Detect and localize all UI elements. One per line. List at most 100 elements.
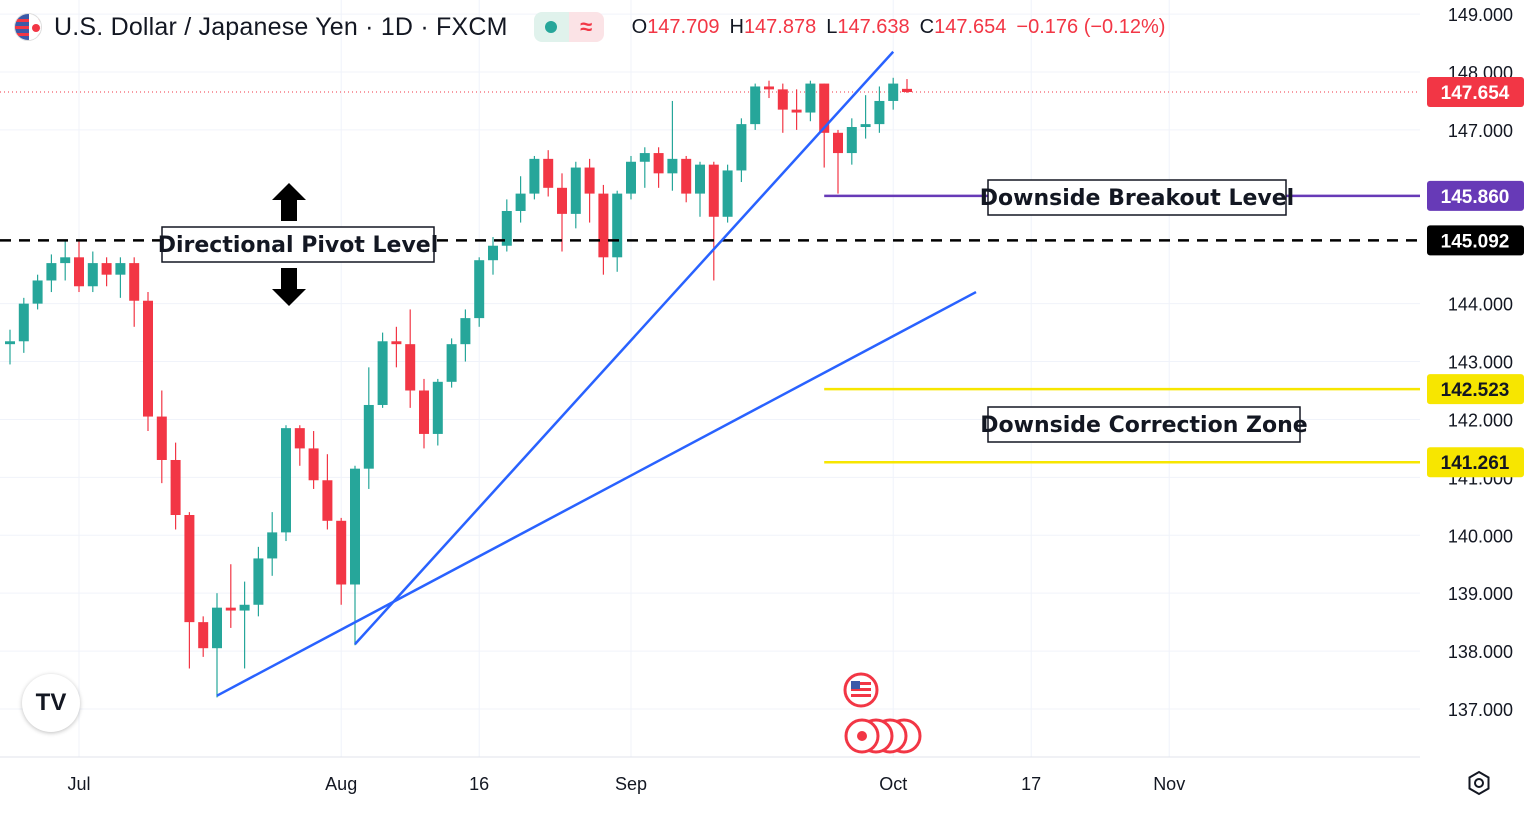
candlestick-series [5,77,912,698]
zone-top-price-label-text: 142.523 [1441,380,1510,401]
candle [460,309,471,362]
time-tick-label: 17 [1021,774,1041,794]
pivot-price-label-bg [1427,225,1524,256]
candle-body [846,127,857,154]
candle-body [253,558,264,605]
candle [501,199,512,252]
candle [239,581,250,669]
candle-body [336,520,347,585]
candle-body [515,193,526,211]
candle [598,184,609,275]
candle-body [5,341,15,345]
candle [391,326,402,368]
time-tick-label: Jul [67,774,90,794]
candle [764,80,774,99]
candle-body [212,607,222,649]
us-flag-event-icon[interactable] [843,672,879,708]
market-open-icon [533,12,569,42]
candle-body [184,515,195,623]
last-price-label: 147.654 [1427,77,1524,108]
candle [322,454,333,530]
candle [570,161,581,229]
candle-body [543,158,554,188]
candle [32,274,43,310]
candle-body [501,210,512,246]
candle-body [570,167,581,214]
candle [750,83,761,130]
high-label: H [729,15,744,38]
candle [515,176,526,223]
candle [819,83,830,168]
candle-body [101,263,112,275]
candle [584,158,595,223]
price-tick-label: 143.000 [1448,353,1513,373]
candle [156,390,167,484]
time-tick-label: Oct [879,774,907,794]
ohlc-readout: O147.709 H147.878 L147.638 C147.654 −0.1… [632,16,1166,39]
candle [612,190,623,272]
candle [5,329,15,365]
candle [143,292,153,432]
settings-icon[interactable] [1466,770,1492,796]
candle-body [225,607,236,611]
up-arrow-icon [272,183,306,221]
chart-grid [0,0,1420,757]
candle [791,89,802,130]
economic-events[interactable] [843,672,922,754]
candle-body [405,344,416,391]
price-axis[interactable]: 137.000138.000139.000140.000141.000142.0… [1448,5,1513,720]
candle [695,161,705,217]
candle [350,465,360,646]
candle-body [46,263,57,281]
time-axis: Jul Aug 16 Sep Oct 17 Nov [67,774,1185,794]
price-tick-label: 149.000 [1448,5,1513,25]
candle-body [460,318,471,345]
tradingview-logo-text: TV [35,689,67,716]
candle-body [363,404,374,469]
events-stack-icon[interactable] [844,718,922,754]
candle-body [791,109,802,113]
trendlines [216,50,977,697]
candle-body [32,280,43,304]
data-wave-icon: ≈ [568,12,604,42]
downside-breakout-annotation: Downside Breakout Level [980,179,1294,216]
candle-body [350,468,360,585]
candle [281,425,291,542]
candle [557,173,567,252]
close-label: C [919,15,935,38]
breakout-price-label: 145.860 [1427,180,1524,211]
candle [543,150,554,197]
candle-body [708,164,719,217]
candle [184,512,195,669]
price-tick-label: 147.000 [1448,121,1513,141]
candle-body [432,381,443,434]
candle-body [87,263,98,287]
candle-body [308,448,319,481]
market-status-pill[interactable]: ≈ [533,12,604,42]
trendline [216,290,977,697]
pivot-price-label-text: 145.092 [1441,231,1510,252]
last-price-label-bg [1427,77,1524,108]
candle [294,425,305,466]
close-value: 147.654 [934,15,1007,38]
open-label: O [631,15,648,38]
tradingview-logo[interactable]: TV [22,674,80,732]
candle-body [60,257,71,264]
candle [419,378,429,449]
candle [60,239,71,281]
symbol-title[interactable]: U.S. Dollar / Japanese Yen · 1D · FXCM [54,12,508,41]
candle-body [819,83,830,133]
candle-body [777,89,788,110]
candle [722,164,733,223]
candle-body [557,187,567,214]
candle [212,593,222,698]
trendline [354,50,895,645]
price-tick-label: 142.000 [1448,410,1513,430]
usd-jpy-flag-icon[interactable] [14,13,42,41]
pivot-arrows [272,183,306,306]
downside-correction-annotation: Downside Correction Zone [980,406,1308,443]
candle [474,257,485,327]
candle-body [860,124,871,128]
price-tick-label: 137.000 [1448,700,1513,720]
